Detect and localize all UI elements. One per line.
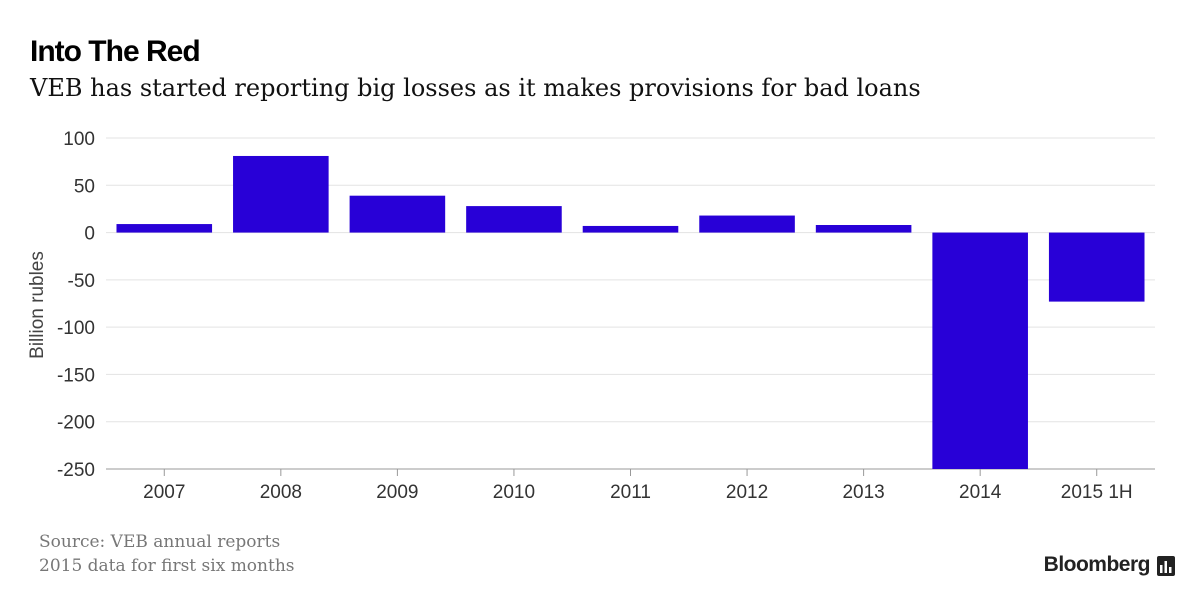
bar [349,195,446,233]
bar [815,225,912,233]
y-tick-label: -50 [68,271,95,292]
bars [116,155,1145,469]
bar [582,225,679,233]
chart-title: Into The Red [30,35,201,68]
x-tick-label: 2010 [493,482,535,503]
x-tick-label: 2007 [143,482,185,503]
y-tick-label: -150 [57,365,95,386]
x-tick-label: 2012 [726,482,768,503]
bloomberg-chart-icon [1157,556,1175,576]
y-tick-label: -200 [57,413,95,434]
bar [932,232,1028,469]
y-tick-label: 0 [84,224,95,245]
brand-logo-text: Bloomberg [1043,553,1151,576]
y-tick-label: 100 [63,129,95,150]
x-tick-label: 2011 [610,482,651,503]
bar [1048,232,1145,302]
footnote-text: 2015 data for first six months [39,556,295,576]
x-tick-label: 2015 1H [1061,482,1133,503]
y-axis-label: Billion rubles [27,251,48,359]
x-tick-label: 2009 [376,482,418,503]
y-axis-ticks: 100 50 0 -50 -100 -150 -200 -250 [57,129,95,481]
chart-subtitle: VEB has started reporting big losses as … [30,74,921,102]
source-text: Source: VEB annual reports [39,532,281,552]
bar [466,206,562,233]
source-note: Source: VEB annual reports 2015 data for… [39,530,295,578]
x-axis: 2007 2008 2009 2010 2011 2012 2013 2014 2015 1H [143,469,1133,503]
x-tick-label: 2013 [842,482,884,503]
y-tick-label: 50 [74,176,95,197]
y-tick-label: -250 [57,460,95,481]
y-tick-label: -100 [57,318,95,339]
bar [233,155,329,233]
bar [699,215,795,233]
x-tick-label: 2008 [260,482,302,503]
x-tick-label: 2014 [959,482,1002,503]
bar [116,224,213,233]
